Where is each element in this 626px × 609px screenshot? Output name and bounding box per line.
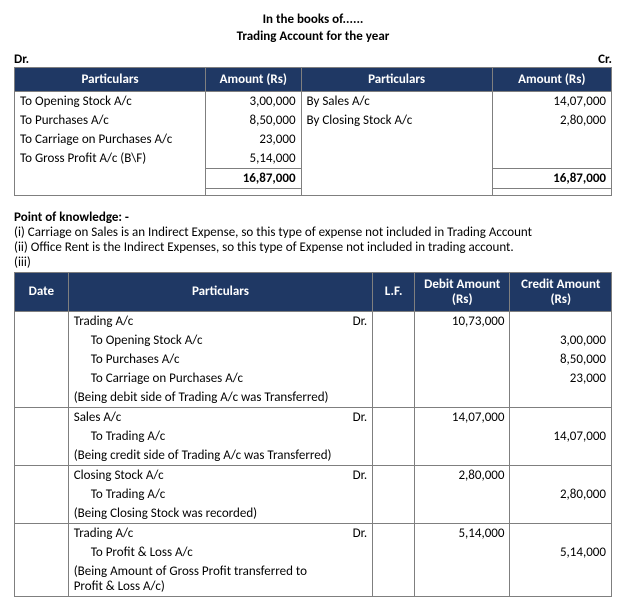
journal-credit: 5,14,000 bbox=[510, 543, 612, 562]
dr-label: Dr. bbox=[14, 52, 29, 67]
journal-narration: (Being Amount of Gross Profit transferre… bbox=[68, 562, 337, 597]
dr-tag: Dr. bbox=[337, 465, 373, 485]
dr-amount: 3,00,000 bbox=[206, 91, 302, 111]
pok-title: Point of knowledge: - bbox=[14, 210, 612, 225]
dr-particular: To Carriage on Purchases A/c bbox=[15, 130, 206, 149]
journal-particular: To Profit & Loss A/c bbox=[68, 543, 337, 562]
books-of-line: In the books of...... bbox=[14, 12, 612, 29]
journal-debit: 2,80,000 bbox=[414, 465, 510, 485]
journal-lf bbox=[373, 311, 415, 331]
th-date: Date bbox=[15, 272, 69, 311]
pok-line-3: (iii) bbox=[14, 255, 612, 270]
dr-total-label bbox=[15, 168, 206, 188]
journal-credit: 3,00,000 bbox=[510, 331, 612, 350]
pok-line-1: (i) Carriage on Sales is an Indirect Exp… bbox=[14, 225, 612, 240]
journal-particular: Sales A/c bbox=[68, 407, 337, 427]
th-dr-amount: Amount (Rs) bbox=[206, 67, 302, 91]
cr-particular bbox=[301, 130, 492, 149]
journal-particular: Closing Stock A/c bbox=[68, 465, 337, 485]
journal-table: Date Particulars L.F. Debit Amount (Rs) … bbox=[14, 272, 612, 597]
dr-amount: 5,14,000 bbox=[206, 149, 302, 169]
cr-label: Cr. bbox=[598, 52, 612, 67]
dr-particular: To Opening Stock A/c bbox=[15, 91, 206, 111]
dr-amount: 8,50,000 bbox=[206, 111, 302, 130]
journal-credit bbox=[510, 311, 612, 331]
journal-particular: To Purchases A/c bbox=[68, 350, 337, 369]
cr-particular: By Closing Stock A/c bbox=[301, 111, 492, 130]
dr-tag: Dr. bbox=[337, 523, 373, 543]
journal-credit: 23,000 bbox=[510, 369, 612, 388]
th-debit: Debit Amount (Rs) bbox=[414, 272, 510, 311]
trading-account-table: Particulars Amount (Rs) Particulars Amou… bbox=[14, 67, 612, 196]
dr-tag: Dr. bbox=[337, 407, 373, 427]
cr-amount bbox=[492, 130, 611, 149]
th-particulars: Particulars bbox=[68, 272, 372, 311]
cr-particular: By Sales A/c bbox=[301, 91, 492, 111]
cr-amount: 14,07,000 bbox=[492, 91, 611, 111]
th-credit: Credit Amount (Rs) bbox=[510, 272, 612, 311]
dr-total: 16,87,000 bbox=[206, 168, 302, 188]
dr-particular: To Gross Profit A/c (B\F) bbox=[15, 149, 206, 169]
cr-total: 16,87,000 bbox=[492, 168, 611, 188]
journal-particular: Trading A/c bbox=[68, 311, 337, 331]
journal-particular: To Trading A/c bbox=[68, 427, 337, 446]
th-cr-amount: Amount (Rs) bbox=[492, 67, 611, 91]
dr-tag: Dr. bbox=[337, 311, 373, 331]
dr-amount: 23,000 bbox=[206, 130, 302, 149]
journal-date bbox=[15, 311, 69, 331]
account-title: Trading Account for the year bbox=[14, 29, 612, 46]
pok-line-2: (ii) Office Rent is the Indirect Expense… bbox=[14, 240, 612, 255]
journal-debit: 5,14,000 bbox=[414, 523, 510, 543]
journal-particular: Trading A/c bbox=[68, 523, 337, 543]
journal-credit: 2,80,000 bbox=[510, 485, 612, 504]
journal-narration: (Being Closing Stock was recorded) bbox=[68, 504, 337, 524]
cr-amount: 2,80,000 bbox=[492, 111, 611, 130]
cr-amount bbox=[492, 149, 611, 169]
journal-narration: (Being debit side of Trading A/c was Tra… bbox=[68, 388, 337, 408]
cr-particular bbox=[301, 149, 492, 169]
journal-particular: To Carriage on Purchases A/c bbox=[68, 369, 337, 388]
th-lf: L.F. bbox=[373, 272, 415, 311]
dr-particular: To Purchases A/c bbox=[15, 111, 206, 130]
th-cr-particulars: Particulars bbox=[301, 67, 492, 91]
journal-debit: 10,73,000 bbox=[414, 311, 510, 331]
cr-total-label bbox=[301, 168, 492, 188]
journal-narration: (Being credit side of Trading A/c was Tr… bbox=[68, 446, 337, 466]
th-dr-particulars: Particulars bbox=[15, 67, 206, 91]
journal-credit: 14,07,000 bbox=[510, 427, 612, 446]
journal-credit: 8,50,000 bbox=[510, 350, 612, 369]
journal-debit: 14,07,000 bbox=[414, 407, 510, 427]
journal-particular: To Trading A/c bbox=[68, 485, 337, 504]
journal-particular: To Opening Stock A/c bbox=[68, 331, 337, 350]
